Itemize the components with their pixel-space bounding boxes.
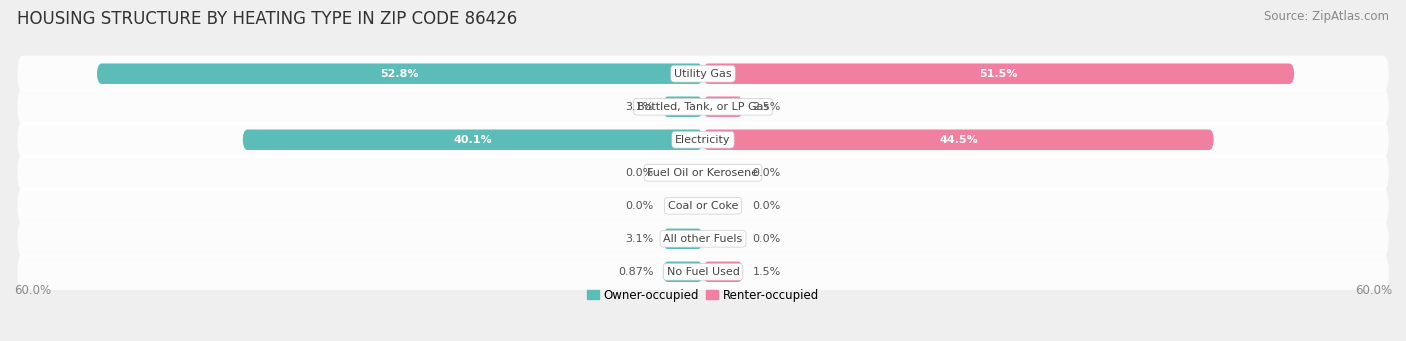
FancyBboxPatch shape — [703, 262, 744, 282]
FancyBboxPatch shape — [662, 228, 703, 249]
FancyBboxPatch shape — [17, 89, 1389, 125]
FancyBboxPatch shape — [97, 63, 703, 84]
Text: 3.1%: 3.1% — [626, 234, 654, 244]
Text: 0.0%: 0.0% — [626, 168, 654, 178]
Text: No Fuel Used: No Fuel Used — [666, 267, 740, 277]
Text: Bottled, Tank, or LP Gas: Bottled, Tank, or LP Gas — [637, 102, 769, 112]
Text: 0.0%: 0.0% — [752, 234, 780, 244]
FancyBboxPatch shape — [703, 130, 1213, 150]
Text: Electricity: Electricity — [675, 135, 731, 145]
Text: 60.0%: 60.0% — [1355, 284, 1392, 297]
Text: All other Fuels: All other Fuels — [664, 234, 742, 244]
Text: 44.5%: 44.5% — [939, 135, 977, 145]
Text: 0.0%: 0.0% — [752, 201, 780, 211]
Legend: Owner-occupied, Renter-occupied: Owner-occupied, Renter-occupied — [582, 284, 824, 307]
FancyBboxPatch shape — [17, 188, 1389, 224]
Text: Utility Gas: Utility Gas — [675, 69, 731, 79]
Text: Source: ZipAtlas.com: Source: ZipAtlas.com — [1264, 10, 1389, 23]
FancyBboxPatch shape — [662, 97, 703, 117]
Text: 3.1%: 3.1% — [626, 102, 654, 112]
FancyBboxPatch shape — [703, 63, 1295, 84]
FancyBboxPatch shape — [17, 155, 1389, 191]
FancyBboxPatch shape — [662, 262, 703, 282]
Text: 2.5%: 2.5% — [752, 102, 780, 112]
FancyBboxPatch shape — [17, 122, 1389, 158]
FancyBboxPatch shape — [703, 97, 744, 117]
Text: 52.8%: 52.8% — [381, 69, 419, 79]
Text: HOUSING STRUCTURE BY HEATING TYPE IN ZIP CODE 86426: HOUSING STRUCTURE BY HEATING TYPE IN ZIP… — [17, 10, 517, 28]
Text: Coal or Coke: Coal or Coke — [668, 201, 738, 211]
Text: 0.0%: 0.0% — [626, 201, 654, 211]
Text: 51.5%: 51.5% — [980, 69, 1018, 79]
Text: 60.0%: 60.0% — [14, 284, 51, 297]
Text: 0.87%: 0.87% — [619, 267, 654, 277]
Text: Fuel Oil or Kerosene: Fuel Oil or Kerosene — [647, 168, 759, 178]
FancyBboxPatch shape — [243, 130, 703, 150]
FancyBboxPatch shape — [17, 221, 1389, 257]
Text: 0.0%: 0.0% — [752, 168, 780, 178]
FancyBboxPatch shape — [17, 254, 1389, 290]
Text: 40.1%: 40.1% — [454, 135, 492, 145]
FancyBboxPatch shape — [17, 56, 1389, 92]
Text: 1.5%: 1.5% — [752, 267, 780, 277]
